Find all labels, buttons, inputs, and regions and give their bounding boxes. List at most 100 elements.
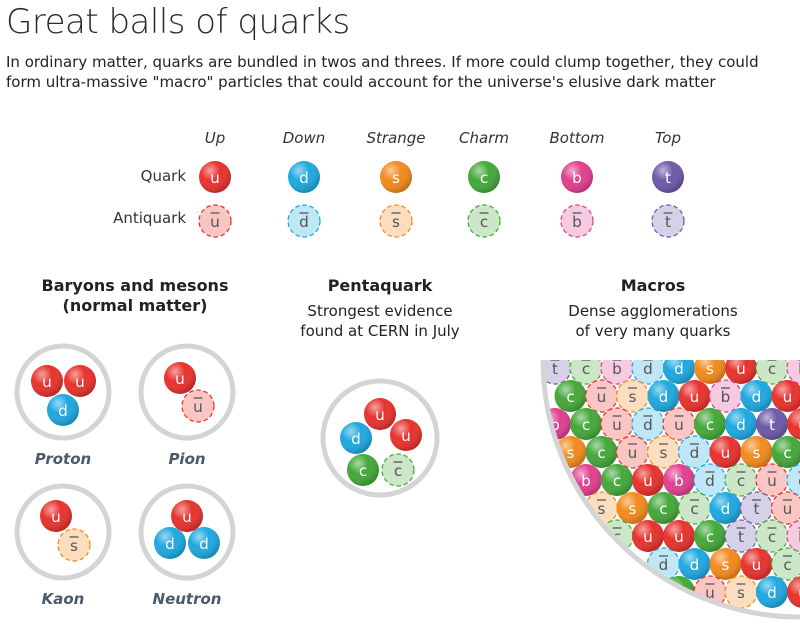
quark-symbol: c — [566, 388, 574, 406]
quark-d-ball: d — [663, 360, 695, 384]
quark-symbol: u — [193, 398, 203, 416]
quark-c-ball: c — [570, 408, 602, 440]
quark-top-ball: t — [652, 161, 684, 193]
baryons-heading-line2: (normal matter) — [62, 296, 208, 315]
quark-symbol: u — [752, 556, 762, 574]
quark-symbol: b — [798, 360, 800, 378]
quark-symbol: u — [736, 360, 746, 378]
quark-symbol: c — [783, 444, 791, 462]
antiquark-c-ball: c — [770, 547, 800, 581]
particle-label-neutron: Neutron — [152, 590, 222, 608]
quark-symbol: c — [480, 213, 488, 231]
antiquark-u-ball: u — [662, 407, 696, 441]
antiquark-u-ball: u — [770, 491, 800, 525]
page-title: Great balls of quarks — [6, 2, 350, 42]
quark-symbol: u — [401, 427, 411, 445]
quark-symbol: t — [769, 416, 775, 434]
antiquark-s-ball: s — [615, 379, 650, 413]
quark-c-ball: c — [694, 520, 726, 552]
quark-symbol: c — [359, 462, 367, 480]
quark-c-ball: c — [771, 436, 800, 468]
quark-u-ball: u — [164, 362, 196, 394]
antiquark-charm-ball: c — [467, 204, 501, 238]
quark-d-ball: d — [740, 380, 773, 412]
antiquark-d-ball: d — [677, 435, 712, 469]
quark-symbol: d — [165, 535, 175, 553]
flavour-header-strange: Strange — [366, 129, 426, 147]
pentaquark-heading: Pentaquark — [327, 276, 433, 295]
quark-symbol: c — [582, 360, 590, 378]
antiquark-c-ball: c — [569, 360, 603, 385]
quark-d-ball: d — [756, 576, 788, 608]
quark-symbol: s — [598, 500, 606, 518]
quark-symbol: d — [643, 416, 653, 434]
particle-label-pion: Pion — [168, 450, 206, 468]
quark-symbol: d — [58, 402, 68, 420]
quark-symbol: u — [597, 388, 607, 406]
quark-d-ball: d — [340, 422, 372, 454]
quark-symbol: u — [51, 508, 61, 526]
quark-symbol: u — [643, 472, 653, 490]
quark-s-ball: s — [694, 360, 726, 384]
particle-label-proton: Proton — [34, 450, 92, 468]
antiquark-c-ball: c — [381, 453, 415, 487]
quark-symbol: s — [70, 537, 78, 555]
quark-symbol: u — [798, 584, 800, 602]
quark-c-ball: c — [585, 436, 618, 468]
quark-symbol: b — [612, 360, 622, 378]
quark-symbol: d — [351, 430, 361, 448]
antiquark-b-ball: b — [600, 360, 634, 385]
quark-symbol: u — [612, 416, 622, 434]
macros-sub-line2: of very many quarks — [575, 322, 731, 340]
macro-boundary — [540, 359, 800, 620]
antiquark-t-ball: t — [724, 519, 758, 553]
antiquark-d-ball: d — [631, 407, 665, 441]
quark-c-ball: c — [554, 380, 587, 412]
quark-symbol: c — [597, 444, 605, 462]
quark-symbol: c — [690, 500, 698, 518]
quark-symbol: u — [210, 213, 220, 231]
flavour-header-bottom: Bottom — [549, 129, 605, 147]
quark-symbol: d — [659, 556, 669, 574]
antiquark-u-ball: u — [615, 435, 650, 469]
quark-symbol: u — [210, 169, 220, 187]
quark-u-ball: u — [787, 408, 800, 440]
quark-d-ball: d — [188, 527, 220, 559]
quark-symbol: b — [674, 472, 684, 490]
quark-symbol: s — [629, 500, 637, 518]
quark-symbol: u — [783, 388, 793, 406]
quark-u-ball: u — [632, 520, 664, 552]
antiquark-u-ball: u — [600, 407, 634, 441]
quark-d-ball: d — [709, 492, 742, 524]
macro-quark-cluster: tcbddsucbcusdubducbcuducdtuscusduscdbcub… — [543, 360, 800, 617]
quark-symbol: b — [581, 472, 591, 490]
antiquark-c-ball: c — [677, 491, 712, 525]
quark-bottom-ball: b — [561, 161, 593, 193]
quark-symbol: u — [628, 444, 638, 462]
macros-heading: Macros — [620, 276, 686, 295]
flavour-header-up: Up — [204, 129, 226, 147]
baryons-heading: Baryons and mesons (normal matter) — [10, 276, 260, 316]
quark-down-ball: d — [288, 161, 320, 193]
quark-symbol: c — [659, 500, 667, 518]
quark-u-ball: u — [678, 380, 711, 412]
quark-u-ball: u — [31, 365, 63, 397]
quark-symbol: u — [798, 416, 800, 434]
quark-symbol: t — [665, 213, 671, 231]
quark-symbol: d — [643, 360, 653, 378]
quark-symbol: u — [705, 584, 715, 602]
quark-symbol: s — [722, 556, 730, 574]
quark-symbol: c — [737, 472, 745, 490]
quark-symbol: d — [767, 584, 777, 602]
quark-symbol: c — [768, 528, 776, 546]
quark-symbol: s — [567, 444, 575, 462]
quark-d-ball: d — [47, 394, 79, 426]
quark-up-ball: u — [199, 161, 231, 193]
quark-symbol: s — [706, 360, 714, 378]
antiquark-u-ball: u — [584, 379, 619, 413]
antiquark-b-ball: b — [708, 379, 743, 413]
quark-u-ball: u — [709, 436, 742, 468]
quark-symbol: t — [738, 528, 744, 546]
